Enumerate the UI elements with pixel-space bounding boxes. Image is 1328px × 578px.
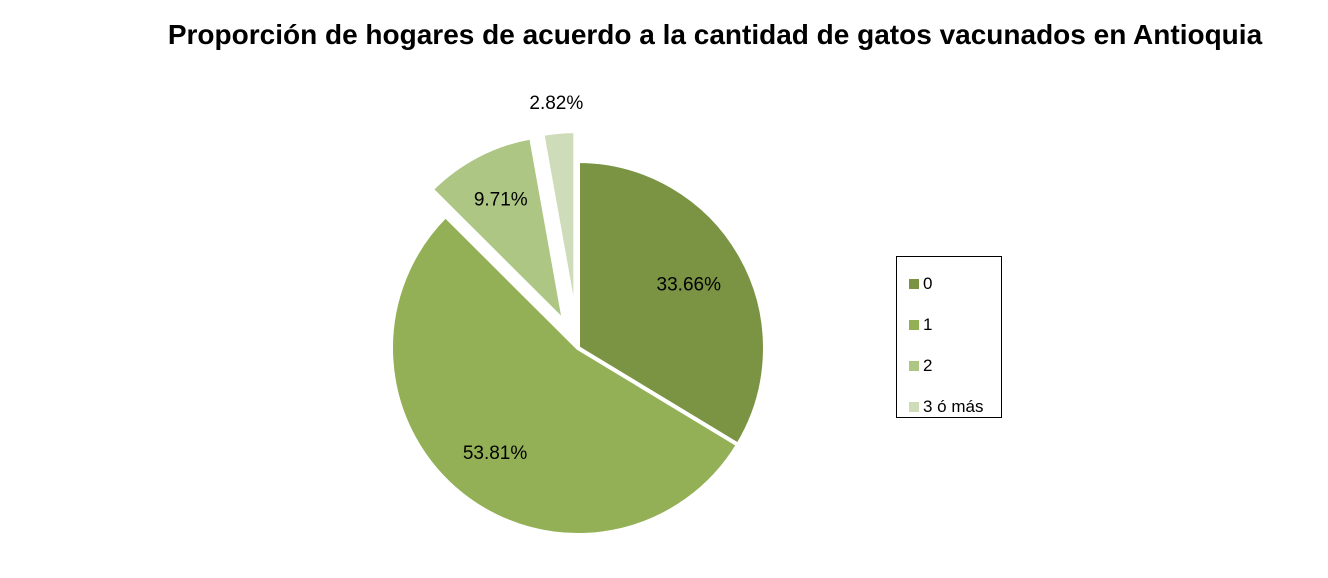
legend-label: 2 — [923, 355, 933, 375]
pie-slice-2 — [428, 135, 568, 328]
legend-label: 3 ó más — [923, 396, 984, 416]
legend-item-1: 1 — [897, 304, 1001, 345]
pie-slices — [389, 129, 767, 537]
pie-data-label: 9.71% — [474, 189, 528, 210]
legend-swatch — [909, 360, 919, 371]
legend-label: 1 — [923, 314, 933, 334]
pie-data-label: 53.81% — [463, 443, 528, 464]
pie-slice-1 — [389, 213, 741, 537]
legend-item-3: 3 ó más — [897, 386, 1001, 427]
legend-swatch — [909, 401, 919, 412]
pie-slice-3-ó-más — [540, 129, 578, 319]
legend-swatch — [909, 278, 919, 289]
pie-data-labels: 33.66% 53.81% 9.71% 2.82% — [463, 93, 721, 464]
legend-item-2: 2 — [897, 345, 1001, 386]
legend-item-0: 0 — [897, 263, 1001, 304]
pie-slice-0 — [576, 158, 767, 448]
chart-title: Proporción de hogares de acuerdo a la ca… — [167, 19, 1263, 50]
pie-data-label: 33.66% — [657, 275, 722, 296]
legend-label: 0 — [923, 273, 933, 293]
legend-swatch — [909, 319, 919, 330]
legend: 0 1 2 3 ó más — [896, 256, 1002, 418]
pie-data-label: 2.82% — [529, 93, 583, 114]
